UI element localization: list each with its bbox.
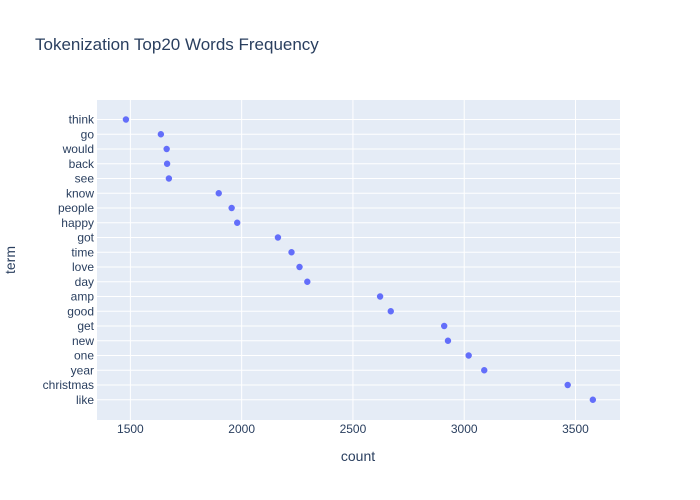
data-point-day[interactable] [304,278,311,285]
y-tick-label: good [67,304,94,318]
y-tick-label: day [75,275,94,289]
data-point-love[interactable] [296,263,303,271]
data-point-good[interactable] [387,308,394,315]
y-axis-title: term [2,246,18,274]
y-tick-label: see [75,172,95,186]
x-tick-labels: 1500 2000 2500 3000 3500 [117,422,589,436]
x-tick-label: 3000 [451,422,478,436]
x-tick-label: 3500 [562,422,589,436]
y-tick-label: think [69,113,95,127]
y-tick-label: love [72,260,94,274]
x-gridlines [129,100,576,420]
y-gridlines [97,119,620,401]
data-point-know[interactable] [215,190,222,197]
plot-area [97,100,620,420]
data-point-back[interactable] [163,160,171,167]
y-tick-label: year [71,363,94,377]
x-axis-title: count [341,448,375,464]
data-point-people[interactable] [228,204,235,212]
y-tick-label: people [58,201,94,215]
y-tick-labels: thinkgowouldbackseeknowpeoplehappygottim… [43,113,95,407]
data-point-new[interactable] [444,337,452,344]
data-point-christmas[interactable] [564,381,571,389]
data-point-like[interactable] [589,396,597,403]
y-tick-label: christmas [43,378,94,392]
data-point-one[interactable] [465,352,472,359]
y-tick-label: go [81,127,95,141]
y-tick-label: get [77,319,94,333]
data-point-time[interactable] [288,249,295,256]
data-point-go[interactable] [157,131,165,138]
x-tick-label: 2000 [228,422,255,436]
y-tick-label: would [62,142,94,156]
y-tick-label: amp [71,290,95,304]
y-tick-label: know [66,186,94,200]
y-tick-label: one [74,349,94,363]
data-points [122,116,597,403]
data-point-happy[interactable] [234,219,241,226]
y-tick-label: got [77,231,94,245]
data-point-got[interactable] [274,234,282,241]
data-point-year[interactable] [481,367,488,374]
y-tick-label: back [69,157,95,171]
data-point-get[interactable] [440,322,448,330]
y-tick-label: time [71,245,94,259]
data-point-would[interactable] [163,145,170,153]
x-tick-label: 1500 [117,422,144,436]
data-point-see[interactable] [165,175,173,182]
x-tick-label: 2500 [340,422,367,436]
data-point-think[interactable] [122,116,130,123]
chart-title: Tokenization Top20 Words Frequency [35,35,319,54]
y-tick-label: new [72,334,94,348]
y-tick-label: happy [61,216,94,230]
data-point-amp[interactable] [376,293,384,300]
y-tick-label: like [76,393,94,407]
